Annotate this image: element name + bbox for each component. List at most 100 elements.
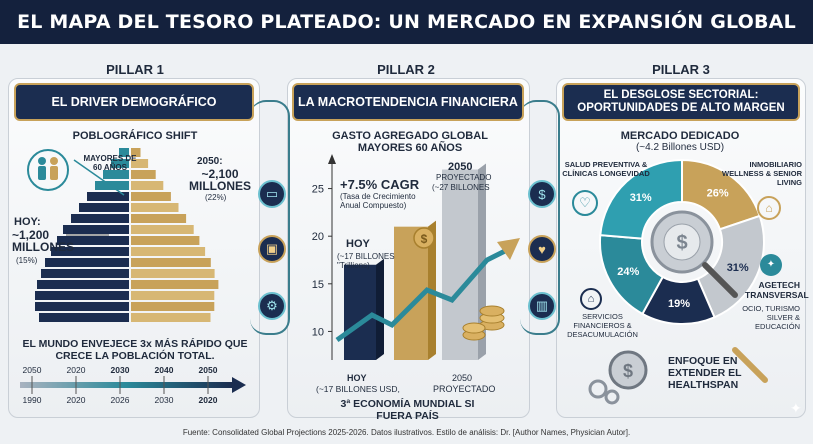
trend-arrow-line: [335, 247, 509, 343]
timeline-bottom-label: 2026: [110, 395, 130, 405]
aging-message: EL MUNDO ENVEJECE 3x MÁS RÁPIDO QUE CREC…: [22, 338, 248, 362]
magnifier-icon: [732, 347, 768, 383]
healthspan-focus: ENFOQUE EN EXTENDER EL HEALTHSPAN: [668, 355, 742, 391]
today-label: HOY:: [14, 216, 41, 228]
y-tick-label: 20: [312, 231, 324, 243]
bar-2050-label: PROYECTADO: [436, 173, 492, 182]
timeline-top-label: 2020: [66, 365, 86, 375]
pyramid-left-bar: [111, 159, 129, 168]
donut-value-label: 19%: [668, 298, 690, 310]
pyramid-right-bar: [131, 258, 211, 267]
house-icon: ⌂: [757, 196, 781, 220]
shift-subtitle: POBLOGRÁFICO SHIFT: [72, 130, 198, 142]
pyramid-left-bar: [103, 170, 129, 179]
pyramid-left-bar: [57, 236, 129, 245]
people-icon-ring: [27, 149, 69, 191]
pyramid-left-bar: [71, 214, 129, 223]
pyramid-right-bar: [131, 313, 211, 322]
magnifier-coin-icon: [608, 350, 648, 390]
pyramid-left-bar: [41, 269, 129, 278]
pyramid-left-bar: [39, 313, 129, 322]
third-economy-note: 3ª ECONOMÍA MUNDIAL SI FUERA PAÍS: [340, 398, 475, 422]
pyramid-left-bars: [35, 148, 129, 322]
y-tick-label: 15: [312, 279, 324, 291]
source-note: Fuente: Consolidated Global Projections …: [182, 428, 631, 437]
seniors-pointer: [73, 159, 125, 196]
timeline-bottom-label: 2030: [154, 395, 174, 405]
bar-today-label: HOY: [346, 238, 370, 250]
donut-value-label: 26%: [707, 187, 729, 199]
bar-2050-value: (~27 BILLONES: [432, 183, 490, 192]
pyramid-left-bar: [35, 302, 129, 311]
timeline-bottom-label: 1990: [22, 395, 42, 405]
x-label-2050-sub: PROYECTADO: [433, 384, 496, 394]
x-label-2050: 2050: [452, 373, 473, 383]
spend-chart-title: GASTO AGREGADO GLOBAL MAYORES 60 AÑOS: [332, 130, 488, 154]
pyramid-right-bar: [131, 192, 171, 201]
building-icon: ▥: [528, 292, 556, 320]
gear-tiny-icon: [604, 389, 620, 405]
bank-icon: ⌂: [580, 288, 602, 310]
donut-slice: [599, 158, 683, 240]
donut-slices: [599, 158, 765, 325]
svg-text:$: $: [421, 232, 428, 246]
pyramid-left-bar: [119, 148, 129, 157]
pyramid-right-bar: [131, 291, 215, 300]
pyramid-right-bar: [131, 225, 194, 234]
cagr-note: (Tasa de Crecimiento Anual Compuesto): [340, 192, 416, 210]
pillar1-banner: EL DRIVER DEMOGRÁFICO: [14, 83, 254, 121]
people-icon-body-2: [50, 166, 58, 180]
pyramid-right-bar: [131, 236, 200, 245]
coin-stack-2: [462, 305, 505, 341]
pillar3-banner: EL DESGLOSE SECTORIAL: OPORTUNIDADES DE …: [562, 83, 800, 121]
timeline-bottom-labels: 1990 2020 2026 2030 2020: [14, 395, 254, 407]
timeline-top-label: 2050: [22, 365, 42, 375]
y-tick-label: 10: [312, 326, 324, 338]
pyramid-left-bar: [95, 181, 129, 190]
donut-value-label: 31%: [727, 262, 749, 274]
donut-slice: [696, 214, 765, 319]
pyramid-left-bar: [35, 291, 129, 300]
magnifier-handle: [702, 262, 738, 298]
pyramid-right-bar: [131, 214, 187, 223]
bars: [344, 163, 486, 360]
people-icon-head-2: [50, 157, 58, 165]
timeline-bottom-label: 2020: [198, 395, 218, 405]
pyramid-right-bar: [131, 170, 156, 179]
page-title: EL MAPA DEL TESORO PLATEADO: UN MERCADO …: [17, 11, 796, 33]
pyramid-left-bar: [51, 247, 129, 256]
cagr-value: +7.5% CAGR: [340, 177, 420, 192]
pillar2-label: PILLAR 2: [377, 62, 435, 77]
dollar-gear-icon: $: [528, 180, 556, 208]
pyramid-right-bar: [131, 203, 179, 212]
timeline-ticks: [31, 376, 209, 394]
seniors-label: MAYORES DE 60 AÑOS: [83, 154, 137, 172]
y-tick-label: 25: [312, 184, 324, 196]
title-bar: EL MAPA DEL TESORO PLATEADO: UN MERCADO …: [0, 0, 813, 44]
bar-today: [344, 264, 376, 360]
gear-icon: ⚙: [258, 292, 286, 320]
year-2050-label: 2050:: [197, 156, 223, 167]
pyramid-right-bars: [131, 148, 219, 322]
timeline-top-labels: 2050 2020 2030 2040 2050: [14, 365, 254, 377]
gear-small-icon: [588, 379, 608, 399]
heart-icon: ♡: [572, 190, 598, 216]
seg-leisure-label: OCIO, TURISMO SILVER & EDUCACIÓN: [742, 304, 800, 331]
laptop-icon: ▭: [258, 180, 286, 208]
timeline: [20, 376, 246, 394]
pyramid-right-bar: [131, 148, 141, 157]
pct-today: (15%): [16, 256, 38, 265]
chip-icon: ▣: [258, 235, 286, 263]
donut-labels: 26% 31% 19% 24% 31%: [617, 187, 749, 309]
pyramid-right-bar: [131, 280, 219, 289]
svg-text:$: $: [623, 361, 633, 381]
timeline-bar: [20, 382, 232, 388]
heart-pulse-icon: ♥: [528, 235, 556, 263]
silver-coin-icon: [663, 223, 701, 261]
seg-agetech-label: AGETECH TRANSVERSAL: [745, 280, 809, 300]
seg-realestate-label: INMOBILIARIO WELLNESS & SENIOR LIVING: [722, 160, 803, 187]
value-today: ~1,200 MILLONES: [12, 228, 74, 254]
value-2050: ~2,100 MILLONES: [189, 167, 251, 193]
pyramid-left-bar: [79, 203, 129, 212]
people-icon-head-1: [38, 157, 46, 165]
